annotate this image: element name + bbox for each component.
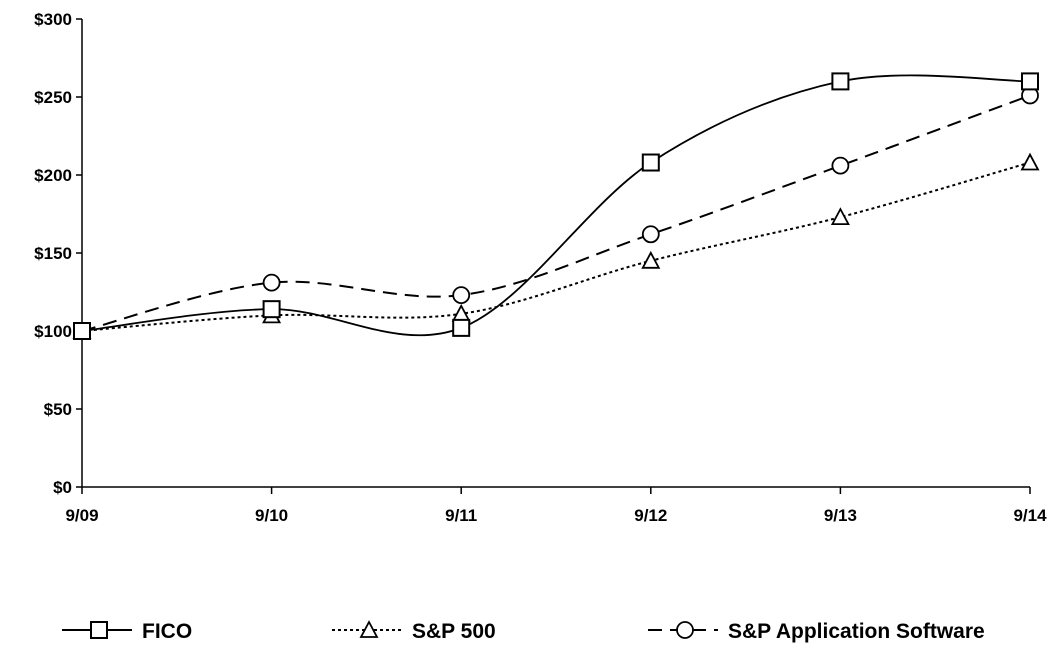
data-point-s-p-500 bbox=[830, 207, 850, 226]
legend: FICO S&P 500 S&P Application Software bbox=[62, 620, 985, 643]
series-s-p-500 bbox=[72, 152, 1040, 339]
y-tick-label: $0 bbox=[53, 478, 72, 497]
y-tick-label: $200 bbox=[34, 166, 72, 185]
data-point-fico bbox=[452, 318, 471, 337]
axes: $0 $50 $100 $150 $200 $250 $300 9/09 9/10 9/11 9/1… bbox=[34, 10, 1047, 525]
legend-item-s-p-application-software: S&P Application Software bbox=[648, 620, 985, 643]
series-fico bbox=[73, 72, 1039, 340]
y-tick-label: $100 bbox=[34, 322, 72, 341]
x-tick-label: 9/14 bbox=[1013, 506, 1047, 525]
y-tick-label: $150 bbox=[34, 244, 72, 263]
data-point-fico bbox=[73, 322, 91, 340]
data-point-fico bbox=[641, 153, 660, 172]
legend-marker-fico bbox=[90, 621, 108, 639]
data-point-fico bbox=[262, 300, 281, 319]
series-line-fico bbox=[81, 74, 1031, 337]
data-point-fico bbox=[831, 72, 850, 91]
series-line-s-p-500 bbox=[81, 161, 1031, 332]
y-tick-label: $300 bbox=[34, 10, 72, 29]
data-point-s-p-application-software bbox=[831, 156, 850, 175]
series-layer bbox=[72, 72, 1040, 340]
y-tick-label: $50 bbox=[44, 400, 72, 419]
legend-marker-s-p-500 bbox=[359, 620, 379, 638]
y-tick-label: $250 bbox=[34, 88, 72, 107]
x-tick-label: 9/12 bbox=[634, 506, 667, 525]
data-point-s-p-500 bbox=[1020, 152, 1040, 171]
data-point-s-p-application-software bbox=[641, 225, 660, 244]
legend-label-s-p-500: S&P 500 bbox=[412, 620, 496, 643]
legend-item-fico: FICO bbox=[62, 620, 192, 643]
x-tick-label: 9/11 bbox=[445, 506, 477, 525]
data-point-s-p-500 bbox=[641, 250, 661, 269]
data-point-s-p-application-software bbox=[452, 286, 471, 305]
legend-marker-s-p-application-software bbox=[676, 621, 694, 639]
legend-item-s-p-500: S&P 500 bbox=[332, 620, 496, 643]
data-point-fico bbox=[1021, 72, 1039, 91]
legend-label-s-p-application-software: S&P Application Software bbox=[728, 620, 985, 643]
x-tick-label: 9/10 bbox=[255, 506, 288, 525]
series-s-p-application-software bbox=[73, 86, 1039, 340]
legend-label-fico: FICO bbox=[142, 620, 192, 643]
data-point-s-p-application-software bbox=[262, 273, 281, 292]
x-tick-label: 9/09 bbox=[65, 506, 98, 525]
x-tick-label: 9/13 bbox=[824, 506, 857, 525]
series-line-s-p-application-software bbox=[81, 94, 1031, 332]
